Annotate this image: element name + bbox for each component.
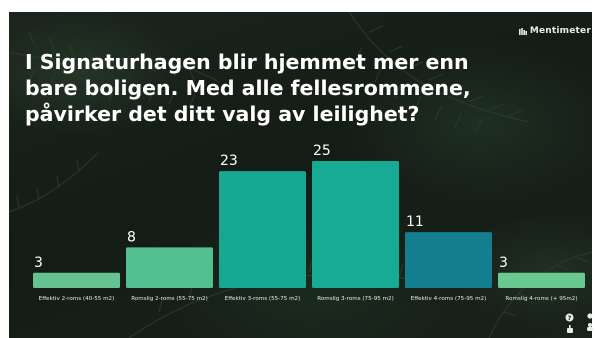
mentimeter-icon <box>518 27 527 35</box>
bar-value-3: 23 <box>220 153 238 169</box>
bar-label-6: Romslig 4-roms (+ 95m2) <box>505 296 577 302</box>
bar-value-2: 8 <box>127 229 136 245</box>
hand-icon[interactable] <box>566 325 574 336</box>
question-mark-icon[interactable]: ? <box>565 313 574 325</box>
svg-text:?: ? <box>568 314 572 322</box>
bar-label-2: Romslig 2-roms (55-75 m2) <box>131 296 208 302</box>
bar-5 <box>405 232 492 288</box>
bar-2 <box>126 247 213 288</box>
bar-1 <box>33 272 120 288</box>
bar-label-1: Effektiv 2-roms (40-55 m2) <box>39 296 115 302</box>
bar-label-3: Effektiv 3-roms (55-75 m2) <box>225 296 301 302</box>
mentimeter-logo: Mentimeter <box>518 26 591 36</box>
question-title: I Signaturhagen blir hjemmet mer enn bar… <box>25 50 471 126</box>
bar-value-5: 11 <box>406 214 424 230</box>
bar-4 <box>312 161 399 288</box>
bar-3 <box>219 171 306 288</box>
bar-value-1: 3 <box>34 255 43 271</box>
bar-6 <box>498 272 585 288</box>
brand-name: Mentimeter <box>529 26 591 36</box>
bar-value-4: 25 <box>313 143 331 159</box>
bar-value-6: 3 <box>499 255 508 271</box>
users-icon[interactable] <box>586 313 594 334</box>
bar-label-4: Romslig 3-roms (75-95 m2) <box>317 296 394 302</box>
bar-label-5: Effektiv 4-roms (75-95 m2) <box>411 296 487 302</box>
